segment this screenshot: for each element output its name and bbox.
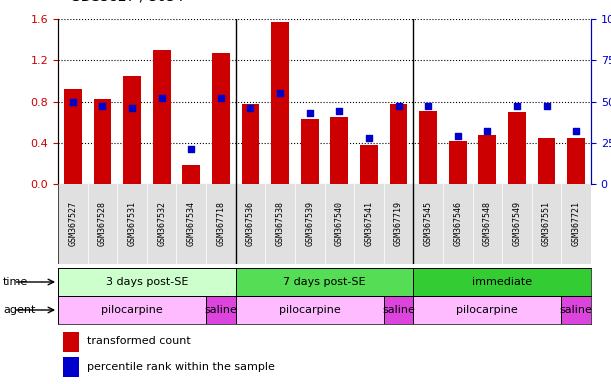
Bar	[64, 356, 79, 376]
Text: saline: saline	[382, 305, 415, 315]
Point	[393, 103, 403, 109]
Point	[127, 105, 137, 111]
Point	[512, 103, 522, 109]
Text: GSM367541: GSM367541	[364, 202, 373, 247]
Text: GSM367546: GSM367546	[453, 202, 463, 247]
Bar	[206, 296, 236, 324]
Text: GSM367721: GSM367721	[572, 202, 580, 247]
Bar	[567, 137, 585, 184]
Bar	[271, 22, 289, 184]
Point	[364, 135, 374, 141]
Point	[483, 128, 492, 134]
Text: saline: saline	[205, 305, 237, 315]
Bar	[64, 331, 79, 351]
Bar	[478, 134, 496, 184]
Text: GSM367534: GSM367534	[187, 202, 196, 247]
Bar	[413, 268, 591, 296]
Bar	[390, 104, 408, 184]
Text: pilocarpine: pilocarpine	[101, 305, 163, 315]
Point	[275, 90, 285, 96]
Text: time: time	[3, 277, 28, 287]
Bar	[449, 141, 467, 184]
Bar	[64, 89, 82, 184]
Bar	[508, 112, 526, 184]
Bar	[384, 296, 413, 324]
Text: pilocarpine: pilocarpine	[279, 305, 340, 315]
Text: GSM367540: GSM367540	[335, 202, 344, 247]
Text: transformed count: transformed count	[87, 336, 191, 346]
Bar	[241, 104, 259, 184]
Text: 7 days post-SE: 7 days post-SE	[284, 277, 366, 287]
Text: 3 days post-SE: 3 days post-SE	[106, 277, 188, 287]
Bar	[58, 268, 236, 296]
Bar	[58, 296, 206, 324]
Text: GSM367527: GSM367527	[68, 202, 78, 247]
Bar	[93, 99, 111, 184]
Bar	[236, 296, 384, 324]
Text: GSM367718: GSM367718	[216, 202, 225, 247]
Point	[246, 105, 255, 111]
Point	[453, 133, 463, 139]
Text: saline: saline	[560, 305, 593, 315]
Text: GSM367528: GSM367528	[98, 202, 107, 247]
Text: GDS3827 / 3034: GDS3827 / 3034	[70, 0, 184, 3]
Bar	[419, 111, 437, 184]
Text: pilocarpine: pilocarpine	[456, 305, 518, 315]
Bar	[153, 50, 170, 184]
Text: GSM367551: GSM367551	[542, 202, 551, 247]
Bar	[331, 117, 348, 184]
Bar	[236, 268, 413, 296]
Text: agent: agent	[3, 305, 35, 315]
Text: GSM367538: GSM367538	[276, 202, 285, 247]
Point	[571, 128, 581, 134]
Text: GSM367532: GSM367532	[157, 202, 166, 247]
Bar	[212, 53, 230, 184]
Point	[305, 110, 315, 116]
Bar	[123, 76, 141, 184]
Text: GSM367549: GSM367549	[513, 202, 521, 247]
Bar	[562, 296, 591, 324]
Point	[157, 95, 167, 101]
Point	[216, 95, 225, 101]
Text: GSM367719: GSM367719	[394, 202, 403, 247]
Text: GSM367545: GSM367545	[423, 202, 433, 247]
Text: GSM367548: GSM367548	[483, 202, 492, 247]
Text: GSM367536: GSM367536	[246, 202, 255, 247]
Bar	[182, 166, 200, 184]
Text: immediate: immediate	[472, 277, 532, 287]
Text: GSM367539: GSM367539	[305, 202, 314, 247]
Point	[334, 108, 344, 114]
Point	[542, 103, 552, 109]
Bar	[301, 119, 318, 184]
Point	[186, 146, 196, 152]
Point	[68, 98, 78, 104]
Text: GSM367531: GSM367531	[128, 202, 136, 247]
Point	[423, 103, 433, 109]
Bar	[538, 137, 555, 184]
Bar	[413, 296, 562, 324]
Text: percentile rank within the sample: percentile rank within the sample	[87, 361, 275, 371]
Bar	[360, 145, 378, 184]
Point	[98, 103, 108, 109]
